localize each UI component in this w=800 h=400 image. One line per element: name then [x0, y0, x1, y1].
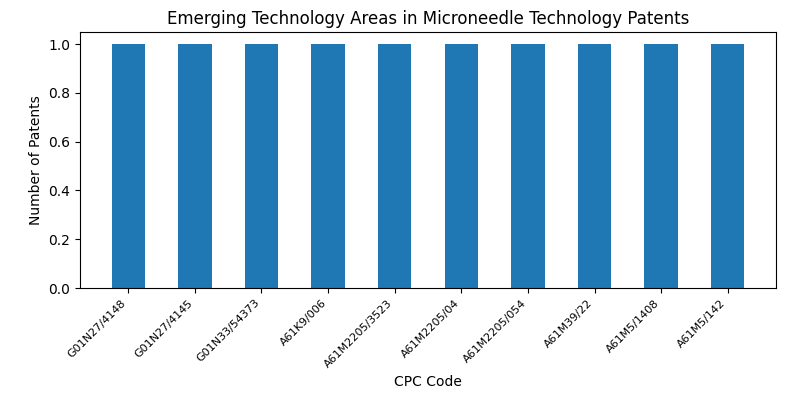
X-axis label: CPC Code: CPC Code [394, 375, 462, 389]
Title: Emerging Technology Areas in Microneedle Technology Patents: Emerging Technology Areas in Microneedle… [167, 10, 689, 28]
Bar [645, 44, 678, 288]
Y-axis label: Number of Patents: Number of Patents [29, 95, 42, 225]
Bar [311, 44, 345, 288]
Bar [711, 44, 744, 288]
Bar [112, 44, 145, 288]
Bar [445, 44, 478, 288]
Bar [511, 44, 545, 288]
Bar [378, 44, 411, 288]
Bar [178, 44, 211, 288]
Bar [578, 44, 611, 288]
Bar [245, 44, 278, 288]
